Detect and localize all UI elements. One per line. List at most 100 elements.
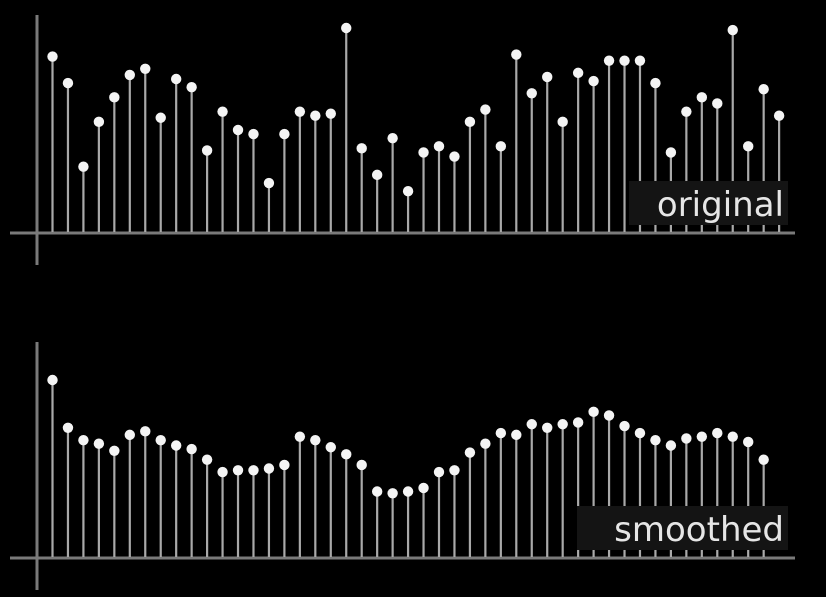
- original-point-37: [604, 55, 614, 65]
- original-point-36: [588, 76, 598, 86]
- smoothed-point-19: [326, 442, 336, 452]
- original-point-19: [326, 108, 336, 118]
- smoothed-point-7: [140, 426, 150, 436]
- original-point-31: [511, 49, 521, 59]
- original-point-20: [341, 23, 351, 33]
- original-point-2: [63, 78, 73, 88]
- smoothed-point-3: [78, 435, 88, 445]
- original-point-11: [202, 145, 212, 155]
- smoothed-point-6: [125, 430, 135, 440]
- smoothed-point-42: [681, 433, 691, 443]
- chart-title-smoothed: smoothed: [614, 510, 784, 550]
- original-point-29: [480, 104, 490, 114]
- original-point-35: [573, 68, 583, 78]
- original-point-1: [47, 51, 57, 61]
- smoothed-point-29: [480, 439, 490, 449]
- original-point-6: [125, 70, 135, 80]
- original-point-5: [109, 92, 119, 102]
- smoothed-point-16: [279, 460, 289, 470]
- smoothed-point-11: [202, 454, 212, 464]
- original-point-21: [357, 143, 367, 153]
- smoothed-point-24: [403, 486, 413, 496]
- smoothed-point-5: [109, 446, 119, 456]
- smoothed-point-38: [619, 421, 629, 431]
- smoothed-point-17: [295, 431, 305, 441]
- original-point-38: [619, 55, 629, 65]
- original-point-34: [557, 117, 567, 127]
- smoothed-point-30: [496, 428, 506, 438]
- smoothed-point-23: [387, 488, 397, 498]
- smoothed-point-14: [248, 465, 258, 475]
- original-point-30: [496, 141, 506, 151]
- original-point-8: [156, 113, 166, 123]
- smoothed-point-18: [310, 435, 320, 445]
- smoothed-point-22: [372, 486, 382, 496]
- smoothed-point-21: [357, 460, 367, 470]
- chart-title-original: original: [657, 185, 784, 225]
- smoothed-point-40: [650, 435, 660, 445]
- smoothed-point-25: [418, 483, 428, 493]
- original-point-13: [233, 125, 243, 135]
- original-point-48: [774, 111, 784, 121]
- smoothed-point-41: [666, 440, 676, 450]
- original-point-45: [728, 25, 738, 35]
- smoothed-point-26: [434, 467, 444, 477]
- smoothed-point-33: [542, 423, 552, 433]
- original-point-15: [264, 178, 274, 188]
- smoothed-point-44: [712, 428, 722, 438]
- original-point-25: [418, 147, 428, 157]
- original-point-14: [248, 129, 258, 139]
- original-point-44: [712, 98, 722, 108]
- original-point-33: [542, 72, 552, 82]
- smoothed-point-28: [465, 447, 475, 457]
- smoothed-panel: smoothed: [10, 342, 795, 590]
- original-point-4: [94, 117, 104, 127]
- smoothed-point-1: [47, 375, 57, 385]
- smoothed-point-34: [557, 419, 567, 429]
- smoothed-point-13: [233, 465, 243, 475]
- smoothed-point-2: [63, 423, 73, 433]
- original-point-42: [681, 106, 691, 116]
- smoothed-point-9: [171, 440, 181, 450]
- smoothed-point-31: [511, 430, 521, 440]
- original-point-24: [403, 186, 413, 196]
- original-point-22: [372, 170, 382, 180]
- smoothed-point-32: [527, 419, 537, 429]
- original-point-26: [434, 141, 444, 151]
- smoothed-point-45: [728, 431, 738, 441]
- smoothed-point-35: [573, 417, 583, 427]
- smoothed-point-43: [697, 431, 707, 441]
- original-point-7: [140, 64, 150, 74]
- smoothed-point-36: [588, 407, 598, 417]
- original-point-28: [465, 117, 475, 127]
- original-point-43: [697, 92, 707, 102]
- original-point-9: [171, 74, 181, 84]
- smoothed-point-8: [156, 435, 166, 445]
- smoothed-point-27: [449, 465, 459, 475]
- smoothed-point-15: [264, 463, 274, 473]
- original-point-18: [310, 111, 320, 121]
- original-point-10: [186, 82, 196, 92]
- original-point-17: [295, 106, 305, 116]
- smoothed-point-4: [94, 439, 104, 449]
- smoothed-point-12: [217, 467, 227, 477]
- original-point-3: [78, 162, 88, 172]
- original-point-39: [635, 55, 645, 65]
- original-point-16: [279, 129, 289, 139]
- smoothed-point-47: [758, 454, 768, 464]
- smoothed-point-39: [635, 428, 645, 438]
- smoothed-point-37: [604, 410, 614, 420]
- original-point-46: [743, 141, 753, 151]
- original-panel: original: [10, 15, 795, 265]
- original-point-32: [527, 88, 537, 98]
- smoothed-point-20: [341, 449, 351, 459]
- original-point-47: [758, 84, 768, 94]
- original-point-12: [217, 106, 227, 116]
- smoothed-point-10: [186, 444, 196, 454]
- smoothed-point-46: [743, 437, 753, 447]
- original-point-27: [449, 151, 459, 161]
- original-point-40: [650, 78, 660, 88]
- original-point-41: [666, 147, 676, 157]
